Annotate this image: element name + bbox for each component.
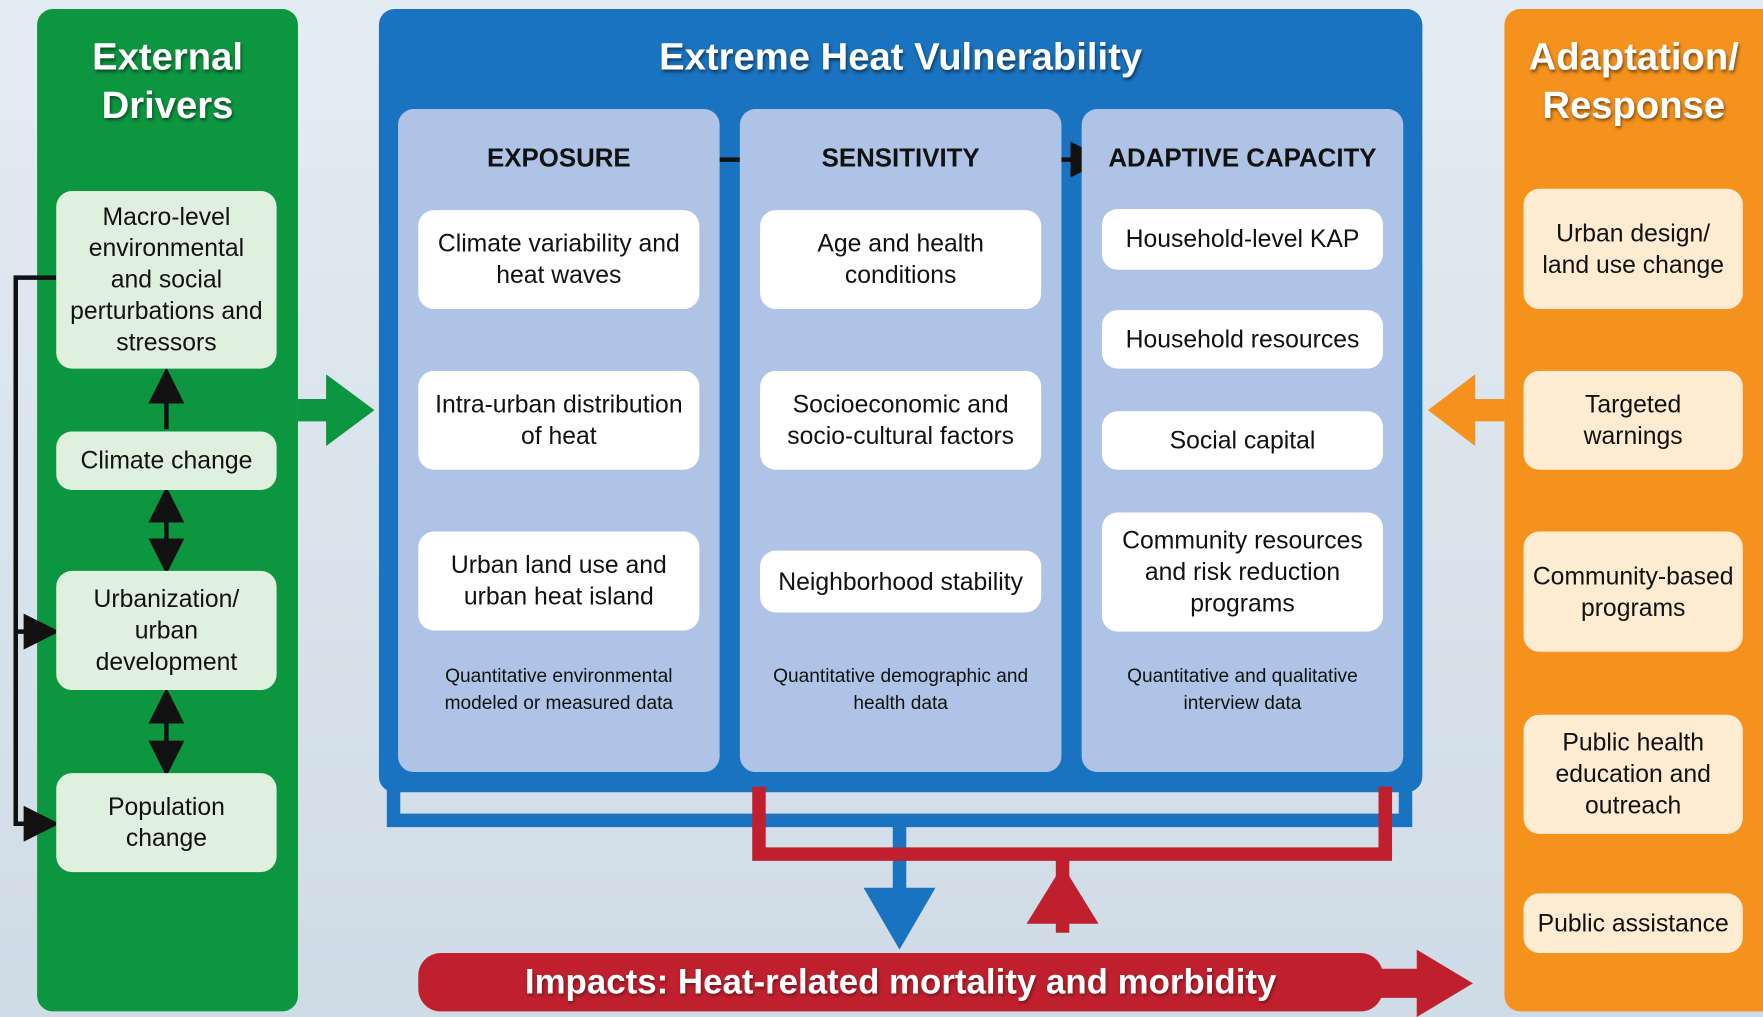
panel-title: External Drivers — [92, 35, 243, 127]
factor-box: Social capital — [1101, 411, 1384, 470]
response-box: Community-based programs — [1523, 531, 1743, 652]
driver-box: Macro-level environmental and social per… — [56, 191, 277, 369]
column-title: SENSITIVITY — [821, 142, 980, 172]
factor-box: Household resources — [1101, 310, 1384, 369]
impacts-bar: Impacts: Heat-related mortality and morb… — [418, 952, 1384, 1012]
factor-box: Intra-urban distribution of heat — [418, 370, 700, 470]
column-note: Quantitative and qualitative interview d… — [1127, 665, 1358, 714]
driver-box: Urbanization/ urban development — [56, 570, 277, 691]
factor-box: Neighborhood stability — [760, 550, 1042, 613]
factor-box: Climate variability and heat waves — [418, 210, 700, 310]
response-box: Public health education and outreach — [1523, 714, 1743, 834]
blue-connector — [386, 786, 1413, 900]
factor-box: Community resources and risk reduction p… — [1101, 512, 1384, 632]
factor-box: Household-level KAP — [1101, 209, 1384, 270]
blue-arrowhead — [863, 887, 936, 950]
panel-title: Extreme Heat Vulnerability — [659, 35, 1143, 79]
response-arrow — [1427, 374, 1505, 447]
column-note: Quantitative demographic and health data — [773, 665, 1029, 714]
response-box: Public assistance — [1523, 893, 1743, 953]
drivers-arrow — [297, 374, 375, 447]
driver-box: Climate change — [56, 431, 277, 490]
adaptation-panel — [1504, 8, 1763, 1012]
response-box: Urban design/ land use change — [1523, 188, 1743, 310]
driver-box: Population change — [56, 773, 277, 873]
column-title: EXPOSURE — [486, 142, 631, 172]
red-arrowhead — [1026, 865, 1099, 924]
column-note: Quantitative environmental modeled or me… — [444, 665, 674, 714]
factor-box: Age and health conditions — [760, 210, 1042, 310]
factor-box: Socioeconomic and socio-cultural factors — [760, 370, 1042, 470]
column-title: ADAPTIVE CAPACITY — [1108, 142, 1377, 172]
factor-box: Urban land use and urban heat island — [418, 531, 700, 631]
impact-arrow — [1377, 949, 1473, 1017]
panel-title: Adaptation/ Response — [1528, 35, 1739, 127]
response-box: Targeted warnings — [1523, 370, 1743, 470]
